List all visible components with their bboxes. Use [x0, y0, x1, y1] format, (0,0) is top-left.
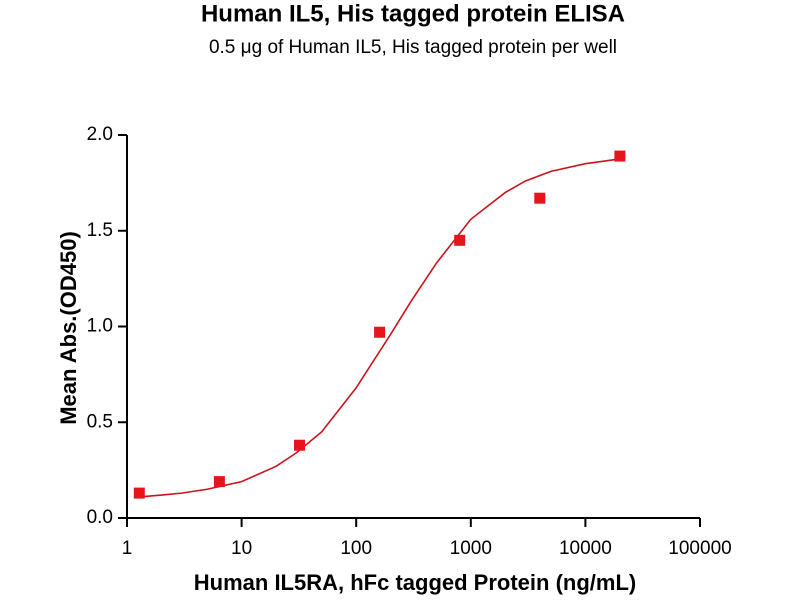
chart-subtitle: 0.5 μg of Human IL5, His tagged protein … — [209, 37, 617, 58]
x-tick-label: 100000 — [668, 538, 731, 559]
data-point — [534, 192, 546, 204]
data-point — [454, 234, 466, 246]
y-tick-label: 0.5 — [87, 411, 113, 432]
y-tick-label: 1.0 — [87, 316, 113, 337]
x-tick-label: 10000 — [559, 538, 612, 559]
data-point — [133, 487, 145, 499]
y-axis-label: Mean Abs.(OD450) — [56, 231, 81, 425]
x-tick-label: 1000 — [450, 538, 492, 559]
chart-title: Human IL5, His tagged protein ELISA — [201, 0, 625, 27]
data-point — [213, 476, 225, 488]
x-tick-label: 100 — [340, 538, 372, 559]
data-point — [293, 439, 305, 451]
y-tick-label: 0.0 — [87, 507, 113, 528]
y-tick-label: 1.5 — [87, 220, 113, 241]
x-tick-label: 10 — [231, 538, 252, 559]
fit-curve — [139, 158, 621, 498]
x-axis-label: Human IL5RA, hFc tagged Protein (ng/mL) — [194, 570, 636, 595]
x-tick-label: 1 — [122, 538, 133, 559]
y-tick-label: 2.0 — [87, 124, 113, 145]
data-point — [374, 326, 386, 338]
data-point — [614, 150, 626, 162]
